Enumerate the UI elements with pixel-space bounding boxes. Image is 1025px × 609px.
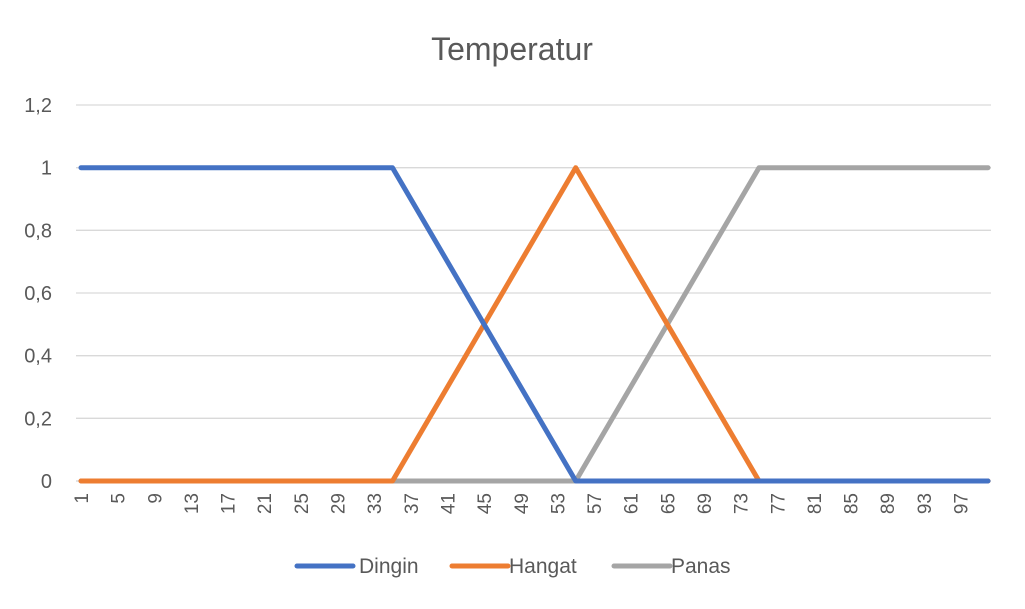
x-tick-label: 41	[438, 493, 459, 514]
legend-label-panas: Panas	[671, 555, 731, 578]
chart-title: Temperatur	[431, 31, 593, 67]
x-tick-label: 77	[768, 493, 789, 514]
x-tick-label: 9	[145, 493, 166, 504]
x-tick-label: 97	[952, 493, 973, 514]
series-line-dingin	[78, 165, 991, 484]
x-tick-label: 45	[475, 493, 496, 514]
y-tick-label: 0,8	[24, 220, 52, 242]
x-tick-label: 93	[915, 493, 936, 514]
y-tick-label: 0,4	[24, 346, 52, 368]
x-tick-label: 21	[255, 493, 276, 514]
x-tick-label: 25	[292, 493, 313, 514]
x-tick-label: 85	[842, 493, 863, 514]
x-tick-label: 53	[548, 493, 569, 514]
x-tick-label: 69	[695, 493, 716, 514]
y-tick-label: 0	[41, 471, 52, 493]
x-tick-label: 37	[402, 493, 423, 514]
y-tick-label: 0,6	[24, 283, 52, 305]
x-tick-label: 17	[219, 493, 240, 514]
x-tick-label: 61	[622, 493, 643, 514]
y-tick-label: 0,2	[24, 408, 52, 430]
x-tick-label: 65	[658, 493, 679, 514]
x-tick-label: 73	[732, 493, 753, 514]
x-tick-label: 1	[72, 493, 93, 504]
legend-label-dingin: Dingin	[359, 555, 419, 578]
plot-series	[78, 165, 991, 484]
x-tick-label: 33	[365, 493, 386, 514]
x-tick-label: 81	[805, 493, 826, 514]
y-tick-label: 1,2	[24, 95, 52, 117]
legend-label-hangat: Hangat	[509, 555, 577, 578]
x-tick-label: 5	[109, 493, 130, 504]
x-tick-label: 29	[329, 493, 350, 514]
x-axis: 1 5 9 13 17 21 25 29 33 37 41 45 49 53 57 61 65 69 73 77 81 8…	[72, 493, 973, 514]
y-tick-label: 1	[41, 158, 52, 180]
x-tick-label: 13	[182, 493, 203, 514]
x-tick-label: 49	[512, 493, 533, 514]
x-tick-label: 89	[878, 493, 899, 514]
y-axis: 0 0,2 0,4 0,6 0,8 1 1,2	[24, 95, 52, 493]
legend: Dingin Hangat Panas	[294, 555, 731, 578]
x-tick-label: 57	[585, 493, 606, 514]
